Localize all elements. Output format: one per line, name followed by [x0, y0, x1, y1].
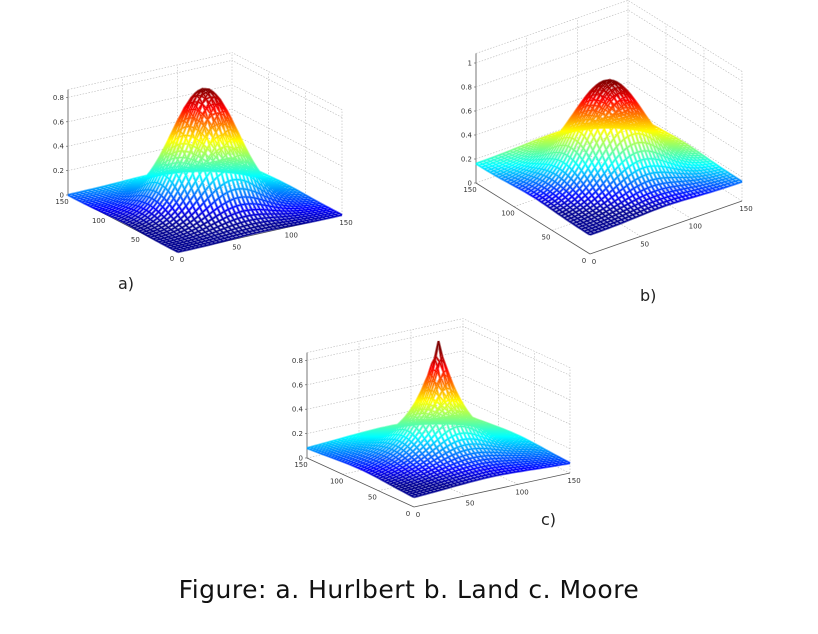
grid-line	[231, 84, 343, 143]
grid-line	[462, 326, 571, 376]
panel-label-a: a)	[118, 274, 134, 293]
z-tick-label: 0.6	[461, 108, 473, 116]
x-tick-labels: 0 50 100 150	[592, 205, 753, 266]
grid-line	[231, 60, 343, 118]
z-tick-label: 0.4	[53, 143, 65, 151]
x-tick-label: 50	[640, 240, 649, 248]
grid-line	[627, 81, 743, 154]
grid-line	[231, 133, 343, 191]
y-tick-label: 150	[294, 461, 307, 469]
y-tick-label: 0	[406, 510, 410, 518]
x-tick-label: 0	[592, 258, 596, 266]
surface-mesh	[67, 88, 343, 253]
y-axis-line	[475, 182, 591, 255]
x-tick-label: 0	[180, 256, 184, 264]
y-axis-line	[306, 457, 415, 508]
x-tick-label: 50	[466, 500, 475, 508]
grid-line	[475, 33, 629, 88]
z-tick-label: 0.8	[461, 84, 472, 92]
grid-line	[462, 350, 571, 401]
y-tick-label: 100	[501, 210, 514, 218]
z-tick-label: 0.4	[292, 406, 304, 414]
y-tick-labels: 0 50 100 150	[294, 461, 410, 518]
y-tick-labels: 0 50 100 150	[55, 198, 174, 263]
grid-line	[231, 52, 343, 110]
z-tick-label: 0.8	[53, 94, 64, 102]
grid-line	[627, 9, 743, 82]
surface-mesh	[475, 79, 743, 236]
x-tick-label: 150	[567, 477, 580, 485]
grid-line	[306, 423, 464, 459]
grid-line	[67, 84, 233, 123]
surface-plot-c: 0 0.2 0.4 0.6 0.8 0 50 100 150 0 50 100 150 c)	[292, 318, 581, 529]
surface-plot-a: 0 0.2 0.4 0.6 0.8 0 50 100 150 0 50 100 150 a)	[53, 52, 353, 293]
x-tick-labels: 0 50 100 150	[416, 477, 581, 519]
y-tick-label: 50	[368, 494, 377, 502]
z-tick-label: 1	[468, 60, 472, 68]
grid-line	[342, 440, 499, 475]
grid-line	[67, 52, 233, 90]
surface-mesh	[306, 340, 571, 498]
y-tick-label: 50	[131, 236, 140, 244]
x-tick-label: 150	[339, 219, 352, 227]
grid-line	[67, 133, 233, 171]
z-tick-label: 0.2	[292, 430, 303, 438]
y-tick-label: 0	[170, 255, 174, 263]
z-tick-label: 0.6	[292, 381, 304, 389]
figure-caption: Figure: a. Hurlbert b. Land c. Moore	[178, 575, 640, 604]
grid-line	[67, 60, 233, 98]
z-tick-label: 0.2	[53, 167, 64, 175]
z-tick-labels: 0 0.2 0.4 0.6 0.8	[53, 94, 68, 200]
x-tick-label: 100	[285, 231, 298, 239]
y-tick-label: 100	[330, 477, 343, 485]
y-tick-label: 150	[55, 198, 68, 206]
y-tick-label: 100	[92, 217, 105, 225]
x-tick-label: 100	[515, 488, 528, 496]
grid-line	[475, 9, 629, 64]
x-axis-line	[413, 472, 571, 508]
z-tick-labels: 0 0.2 0.4 0.6 0.8 1	[461, 60, 476, 188]
x-tick-label: 150	[739, 205, 752, 213]
grid-line	[627, 33, 743, 106]
x-tick-labels: 0 50 100 150	[180, 219, 353, 264]
y-tick-label: 150	[463, 186, 476, 194]
z-tick-label: 0	[299, 455, 303, 463]
x-axis-line	[589, 200, 743, 255]
y-tick-labels: 0 50 100 150	[463, 186, 586, 265]
grid-line	[627, 57, 743, 130]
z-tick-label: 0.4	[461, 132, 473, 140]
x-tick-label: 0	[416, 511, 420, 519]
grid-line	[306, 326, 464, 361]
grid-line	[67, 108, 233, 147]
panel-label-c: c)	[541, 510, 556, 529]
z-tick-label: 0	[60, 192, 64, 200]
surface-plot-b: 0 0.2 0.4 0.6 0.8 1 0 50 100 150 0 50 100 150 b)	[461, 0, 753, 305]
grid-line	[306, 399, 464, 434]
z-tick-label: 0	[468, 180, 472, 188]
x-tick-label: 100	[689, 223, 702, 231]
z-tick-label: 0.6	[53, 118, 65, 126]
grid-line	[231, 108, 343, 167]
y-tick-label: 50	[542, 233, 551, 241]
z-tick-label: 0.2	[461, 156, 472, 164]
grid-line	[475, 0, 629, 54]
x-tick-label: 50	[232, 244, 241, 252]
grid-line	[306, 318, 464, 353]
grid-line	[462, 318, 571, 368]
z-tick-label: 0.8	[292, 357, 303, 365]
grid-line	[306, 374, 464, 410]
panel-label-b: b)	[640, 286, 656, 305]
y-tick-label: 0	[582, 257, 586, 265]
z-tick-labels: 0 0.2 0.4 0.6 0.8	[292, 357, 307, 463]
grid-line	[462, 374, 571, 425]
grid-line	[627, 0, 743, 72]
